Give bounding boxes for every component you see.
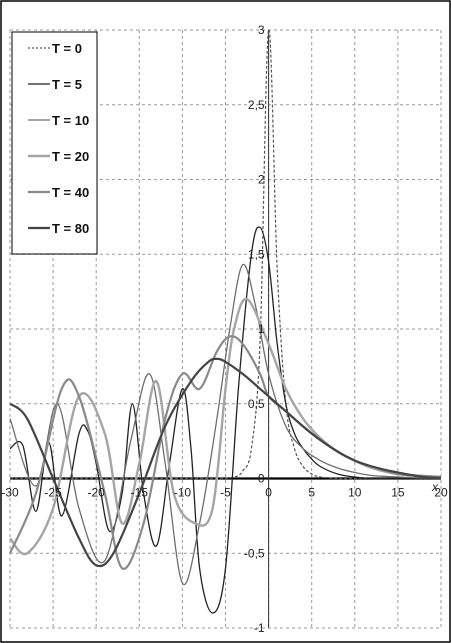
series-line-2 xyxy=(9,264,442,586)
x-tick-label: -5 xyxy=(220,486,231,500)
y-tick-label: -1 xyxy=(254,621,265,635)
x-tick-label: -15 xyxy=(131,486,149,500)
y-tick-label: 3 xyxy=(258,23,265,37)
y-tick-label: 2 xyxy=(258,173,265,187)
x-tick-label: 15 xyxy=(391,486,405,500)
y-tick-label: -0,5 xyxy=(244,546,265,560)
tick-labels: -30 -25 -20 -15 -10 -5 0 5 10 15 20 3 2,5 2 1,5 1 0,5 0 -0… xyxy=(1,23,448,635)
series-line-1 xyxy=(9,226,441,614)
y-tick-label: 2,5 xyxy=(248,98,265,112)
legend-label: T = 20 xyxy=(52,149,89,164)
y-tick-label: 0,5 xyxy=(248,397,265,411)
x-axis-label: x xyxy=(431,480,439,494)
legend-label: T = 5 xyxy=(52,77,82,92)
legend-label: T = 80 xyxy=(52,221,89,236)
series-group xyxy=(8,29,442,614)
x-tick-label: 0 xyxy=(265,486,272,500)
x-tick-label: 5 xyxy=(308,486,315,500)
x-tick-label: -25 xyxy=(44,486,62,500)
y-tick-label: 1,5 xyxy=(248,247,265,261)
x-tick-label: -30 xyxy=(1,486,19,500)
x-tick-label: 20 xyxy=(434,486,448,500)
legend-box xyxy=(11,31,98,255)
legend-label: T = 0 xyxy=(52,41,82,56)
series-line-5 xyxy=(9,357,442,568)
y-tick-label: 1 xyxy=(258,322,265,336)
x-tick-label: -10 xyxy=(174,486,192,500)
x-tick-label: 10 xyxy=(348,486,362,500)
x-tick-label: -20 xyxy=(88,486,106,500)
legend-label: T = 40 xyxy=(52,185,89,200)
legend: T = 0 T = 5 T = 10 T = 20 T = 40 T = 80 xyxy=(11,31,98,255)
y-tick-label: 0 xyxy=(258,472,265,486)
legend-label: T = 10 xyxy=(52,113,89,128)
